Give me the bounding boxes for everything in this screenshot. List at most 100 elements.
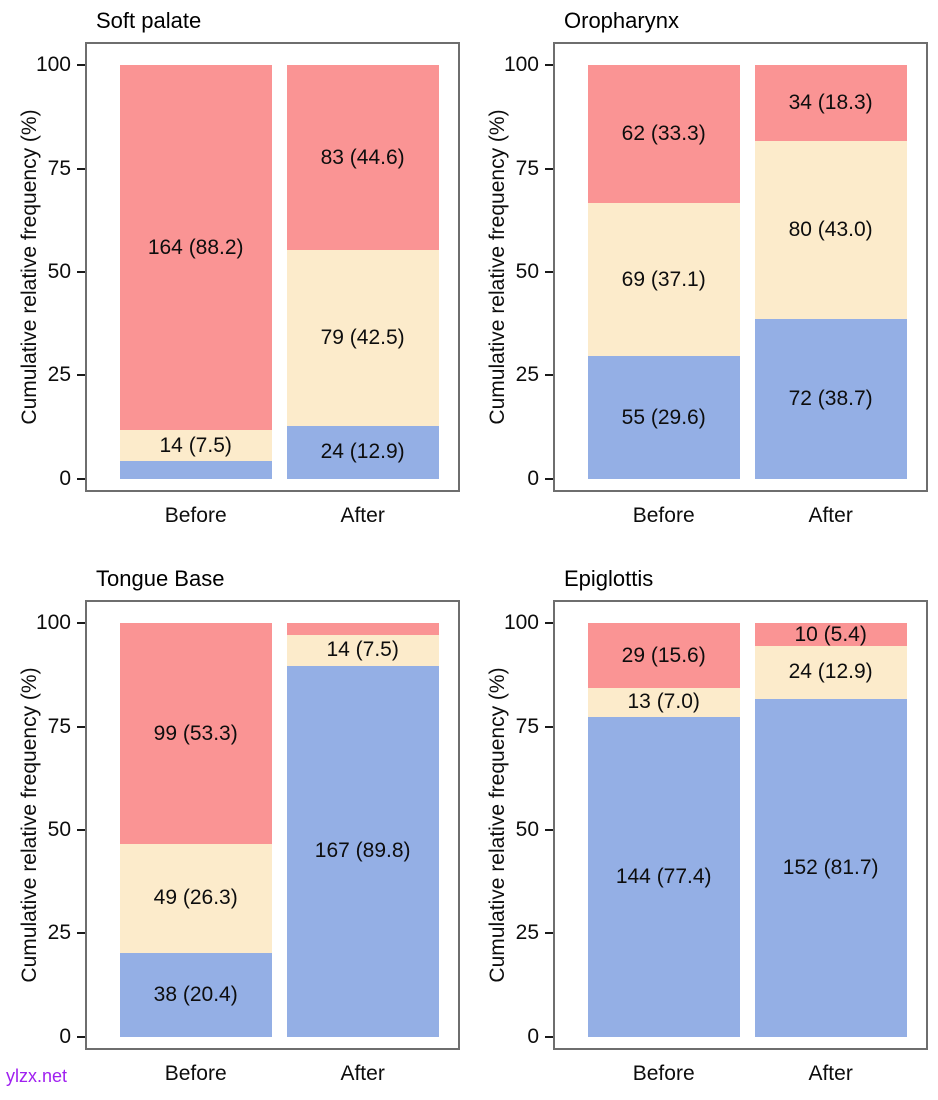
- chart-tongue-base: Tongue Base Cumulative relative frequency…: [0, 558, 470, 1100]
- y-tick-mark: [545, 374, 553, 377]
- y-tick-label: 50: [515, 818, 539, 842]
- y-tick-label: 100: [35, 611, 71, 635]
- plot-scale-area: 0 25 50 75 100 14 (7.5) 164 (88.2) 24 (12.9) 79 …: [36, 53, 458, 490]
- x-axis-label-after: After: [808, 1062, 853, 1085]
- y-tick-label: 50: [47, 260, 71, 284]
- stacked-bar-before: 38 (20.4) 49 (26.3) 99 (53.3): [119, 623, 272, 1037]
- bar-segment-blue: [119, 461, 272, 479]
- bar-segment-blue: 167 (89.8): [286, 665, 439, 1037]
- bar-segment-label: 49 (26.3): [153, 886, 238, 910]
- stacked-bar-before: 14 (7.5) 164 (88.2): [119, 65, 272, 479]
- x-axis-label-before: Before: [164, 504, 227, 527]
- x-axis-label-after: After: [340, 1062, 385, 1085]
- y-tick-mark: [77, 271, 85, 274]
- bar-segment-red: 164 (88.2): [119, 65, 272, 431]
- stacked-bar-after: 167 (89.8) 14 (7.5): [286, 623, 439, 1037]
- y-tick-mark: [77, 477, 85, 480]
- plot-panel: 0 25 50 75 100 14 (7.5) 164 (88.2) 24 (12.9) 79 …: [36, 42, 460, 527]
- y-axis-title: Cumulative relative frequency (%): [486, 109, 509, 425]
- y-tick-label: 50: [515, 260, 539, 284]
- y-tick-mark: [77, 64, 85, 67]
- bar-segment-label: 29 (15.6): [621, 643, 706, 667]
- y-tick-label: 50: [47, 818, 71, 842]
- bar-segment-label: 80 (43.0): [788, 217, 873, 241]
- bar-segment-cream: 79 (42.5): [286, 249, 439, 426]
- y-tick-mark: [545, 271, 553, 274]
- y-tick-mark: [77, 374, 85, 377]
- y-tick-label: 75: [47, 714, 71, 738]
- chart-title: Oropharynx: [564, 8, 679, 33]
- y-tick-mark: [545, 622, 553, 625]
- x-axis-label-before: Before: [164, 1062, 227, 1085]
- plot-panel: 0 25 50 75 100 55 (29.6) 69 (37.1) 62 (33.3) 72 …: [504, 42, 928, 527]
- y-tick-label: 0: [527, 466, 539, 490]
- bar-segment-label: 167 (89.8): [314, 839, 411, 863]
- bar-segment-red: 29 (15.6): [587, 623, 740, 688]
- bar-segment-cream: 14 (7.5): [286, 634, 439, 666]
- bar-segment-label: 14 (7.5): [159, 433, 232, 457]
- bar-segment-label: 38 (20.4): [153, 982, 238, 1006]
- y-tick-label: 0: [527, 1024, 539, 1048]
- y-axis-title: Cumulative relative frequency (%): [18, 109, 41, 425]
- y-tick-label: 100: [503, 53, 539, 77]
- bar-segment-red: [286, 623, 439, 635]
- y-tick-mark: [545, 64, 553, 67]
- bar-segment-blue: 152 (81.7): [754, 699, 907, 1037]
- y-tick-label: 75: [515, 714, 539, 738]
- y-tick-label: 25: [515, 921, 539, 945]
- y-tick-mark: [545, 725, 553, 728]
- chart-oropharynx: Oropharynx Cumulative relative frequency …: [468, 0, 938, 545]
- bar-segment-cream: 69 (37.1): [587, 203, 740, 357]
- x-axis-label-after: After: [340, 504, 385, 527]
- plot-panel: 0 25 50 75 100 144 (77.4) 13 (7.0) 29 (15.6) 152…: [504, 600, 928, 1085]
- y-tick-mark: [77, 1035, 85, 1038]
- stacked-bar-after: 72 (38.7) 80 (43.0) 34 (18.3): [754, 65, 907, 479]
- y-tick-label: 25: [47, 921, 71, 945]
- bar-segment-label: 14 (7.5): [326, 638, 399, 662]
- bar-segment-label: 10 (5.4): [794, 622, 867, 646]
- bar-segment-blue: 72 (38.7): [754, 318, 907, 479]
- stacked-bar-after: 24 (12.9) 79 (42.5) 83 (44.6): [286, 65, 439, 479]
- bar-segment-cream: 49 (26.3): [119, 843, 272, 953]
- chart-title: Epiglottis: [564, 566, 654, 591]
- watermark-text: ylzx.net: [6, 1066, 68, 1086]
- stacked-bar-after: 152 (81.7) 24 (12.9) 10 (5.4): [754, 622, 907, 1037]
- plot-panel: 0 25 50 75 100 38 (20.4) 49 (26.3) 99 (53.3) 167…: [36, 600, 460, 1085]
- bar-segment-label: 99 (53.3): [153, 721, 238, 745]
- y-tick-label: 100: [503, 611, 539, 635]
- y-axis-title: Cumulative relative frequency (%): [486, 667, 509, 983]
- chart-epiglottis: Epiglottis Cumulative relative frequency …: [468, 558, 938, 1100]
- bar-segment-label: 13 (7.0): [627, 690, 700, 714]
- y-axis-title: Cumulative relative frequency (%): [18, 667, 41, 983]
- bar-segment-red: 99 (53.3): [119, 623, 272, 844]
- y-tick-label: 0: [59, 1024, 71, 1048]
- y-tick-label: 0: [59, 466, 71, 490]
- bar-segment-cream: 24 (12.9): [754, 645, 907, 700]
- plot-scale-area: 0 25 50 75 100 144 (77.4) 13 (7.0) 29 (15.6) 152…: [504, 611, 926, 1048]
- bar-segment-blue: 144 (77.4): [587, 716, 740, 1037]
- bar-segment-cream: 13 (7.0): [587, 687, 740, 717]
- bar-segment-label: 24 (12.9): [788, 660, 873, 684]
- bar-segment-red: 34 (18.3): [754, 65, 907, 142]
- bar-segment-label: 79 (42.5): [320, 325, 405, 349]
- stacked-bar-before: 55 (29.6) 69 (37.1) 62 (33.3): [587, 65, 740, 479]
- bar-segment-label: 144 (77.4): [615, 864, 712, 888]
- bar-segment-label: 164 (88.2): [147, 235, 244, 259]
- bar-segment-blue: 24 (12.9): [286, 425, 439, 479]
- stacked-bar-before: 144 (77.4) 13 (7.0) 29 (15.6): [587, 623, 740, 1037]
- bar-segment-red: 62 (33.3): [587, 65, 740, 204]
- bar-segment-red: 83 (44.6): [286, 65, 439, 250]
- y-tick-mark: [77, 932, 85, 935]
- bar-segment-cream: 80 (43.0): [754, 141, 907, 319]
- y-tick-label: 25: [47, 363, 71, 387]
- plot-scale-area: 0 25 50 75 100 38 (20.4) 49 (26.3) 99 (53.3) 167…: [36, 611, 458, 1048]
- y-tick-mark: [77, 829, 85, 832]
- y-tick-label: 25: [515, 363, 539, 387]
- chart-title: Tongue Base: [96, 566, 225, 591]
- x-axis-label-before: Before: [632, 1062, 695, 1085]
- bar-segment-label: 152 (81.7): [782, 855, 879, 879]
- chart-soft-palate: Soft palate Cumulative relative frequency…: [0, 0, 470, 545]
- bar-segment-label: 69 (37.1): [621, 267, 706, 291]
- y-tick-label: 75: [47, 156, 71, 180]
